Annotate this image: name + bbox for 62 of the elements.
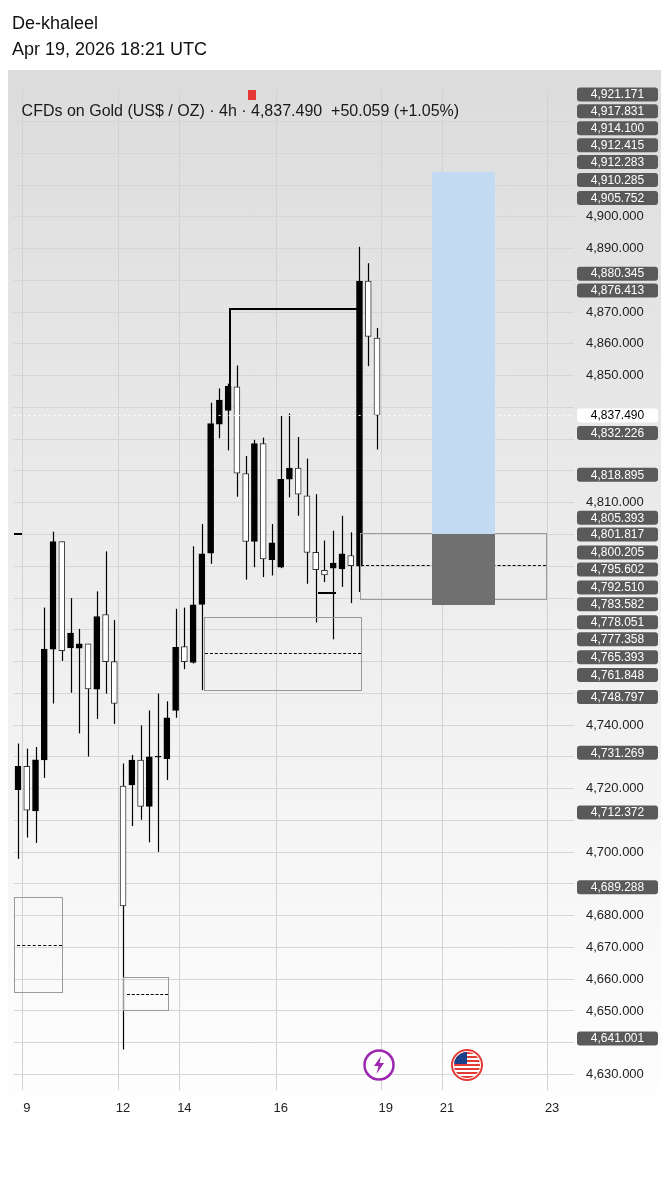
x-tick-label: 16 — [273, 1099, 288, 1115]
chart-title: De-khaleel — [12, 12, 100, 35]
text: 4,712.372 — [590, 805, 645, 820]
candlestick — [181, 606, 188, 670]
text: 4,905.752 — [590, 190, 645, 205]
text: 4,912.415 — [590, 137, 645, 152]
candlestick — [128, 754, 136, 827]
text: 4,801.817 — [590, 527, 645, 542]
y-tick-label: 4,900.000 — [586, 208, 644, 224]
text: 4,818.895 — [590, 467, 645, 482]
text: 4,795.602 — [590, 562, 645, 577]
annotation: CFDs on Gold (US$ / OZ) · 4h · 4,837.490 +50.059 (+1.05%) — [21, 102, 460, 120]
text: 4,921.171 — [590, 87, 645, 102]
text: 4,765.393 — [590, 649, 645, 664]
text: 4,876.413 — [590, 283, 645, 298]
text: 4,917.831 — [590, 104, 645, 119]
y-tick-label: 4,810.000 — [586, 494, 644, 510]
text: 4,910.285 — [590, 172, 645, 187]
text: 4,748.797 — [590, 689, 645, 704]
y-tick-label: 4,650.000 — [586, 1002, 644, 1018]
candlestick — [312, 493, 320, 624]
text: 4,914.100 — [590, 121, 645, 136]
ref-line-label: 4,837.490 — [590, 408, 645, 423]
y-tick-label: 4,670.000 — [586, 939, 644, 955]
text: 4,761.848 — [590, 667, 645, 682]
text: 4,777.358 — [590, 632, 645, 647]
text: 4,912.283 — [590, 154, 645, 169]
chart-subtitle: Apr 19, 2026 18:21 UTC — [12, 38, 209, 61]
x-tick-label: 19 — [378, 1099, 393, 1115]
x-tick-label: 12 — [115, 1099, 131, 1115]
text: 4,792.510 — [590, 580, 645, 595]
candlestick — [321, 539, 328, 583]
text: 4,800.205 — [590, 545, 645, 560]
candlestick — [75, 628, 83, 734]
text: 4,832.226 — [590, 425, 645, 440]
candlestick — [67, 597, 74, 694]
y-tick-label: 4,740.000 — [586, 716, 644, 732]
y-tick-label: 4,870.000 — [586, 303, 644, 319]
text: 4,880.345 — [590, 266, 645, 281]
x-tick-label: 9 — [23, 1099, 31, 1115]
text: 4,805.393 — [590, 510, 645, 525]
candlestick — [347, 531, 355, 604]
text: 4,641.001 — [590, 1031, 645, 1046]
text: 4,778.051 — [590, 615, 645, 630]
y-tick-label: 4,720.000 — [586, 780, 644, 796]
y-tick-label: 4,660.000 — [586, 970, 644, 986]
y-tick-label: 4,700.000 — [586, 843, 644, 859]
text: 4,783.582 — [590, 597, 645, 612]
x-tick-label: 14 — [177, 1099, 192, 1115]
candlestick — [216, 387, 223, 439]
candlestick — [329, 530, 337, 640]
x-tick-label: 21 — [439, 1099, 455, 1115]
text: 4,689.288 — [590, 880, 645, 895]
y-tick-label: 4,630.000 — [586, 1066, 644, 1082]
x-tick-label: 23 — [544, 1099, 560, 1115]
y-tick-label: 4,860.000 — [586, 335, 644, 351]
y-tick-label: 4,850.000 — [586, 367, 644, 383]
y-tick-label: 4,680.000 — [586, 907, 644, 923]
candlestick — [286, 412, 293, 498]
y-tick-label: 4,890.000 — [586, 240, 644, 256]
text: 4,731.269 — [590, 745, 645, 760]
candlestick — [154, 693, 162, 853]
